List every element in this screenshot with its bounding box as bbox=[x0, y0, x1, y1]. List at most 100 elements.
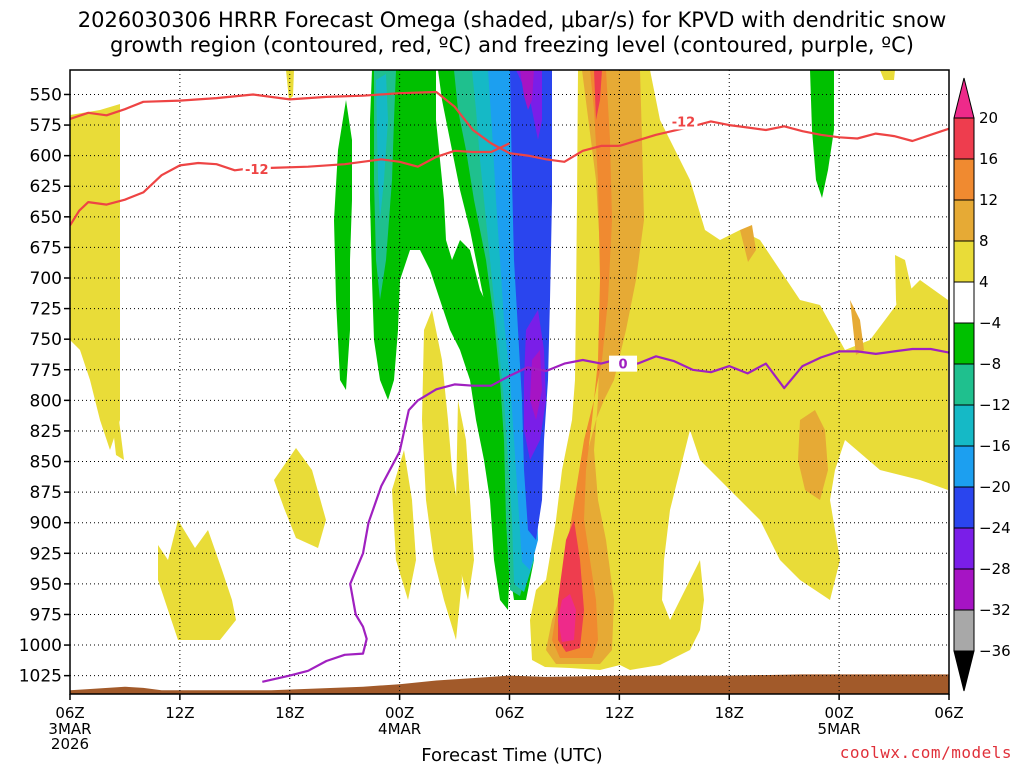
y-tick-label-750: 750 bbox=[30, 330, 62, 350]
colorbar-label-20: 20 bbox=[979, 109, 998, 127]
colorbar-bin--24--20 bbox=[953, 486, 975, 529]
y-tick-label-700: 700 bbox=[30, 269, 62, 289]
colorbar-bin-16-20 bbox=[953, 117, 975, 160]
contour-dgz-upper bbox=[70, 90, 949, 163]
colorbar: 20 16 12 8 4 −4 −8 −12 −16 −20 −24 −28 −32 −36 bbox=[953, 77, 1011, 692]
contour-label-freezing-level: 0 bbox=[619, 358, 628, 373]
omega-shade-yellow-mid1 bbox=[274, 448, 326, 548]
x-axis-title: Forecast Time (UTC) bbox=[421, 745, 603, 766]
omega-shade-yellow-mid2 bbox=[392, 450, 416, 600]
colorbar-label-8: 8 bbox=[979, 232, 989, 250]
omega-shade-yellow-top-small bbox=[286, 70, 294, 100]
contour-label-dgz-upper: -12 bbox=[672, 115, 696, 130]
y-tick-label-1025: 1025 bbox=[19, 667, 62, 687]
x-tick-sublabel-42-0: 5MAR bbox=[818, 720, 861, 738]
terrain-fill bbox=[70, 674, 949, 694]
y-tick-label-650: 650 bbox=[30, 208, 62, 228]
colorbar-label--32: −32 bbox=[979, 601, 1011, 619]
y-tick-label-550: 550 bbox=[30, 85, 62, 105]
y-tick-label-675: 675 bbox=[30, 238, 62, 258]
x-tick-label-36: 18Z bbox=[715, 704, 744, 722]
colorbar-bin--12--8 bbox=[953, 363, 975, 406]
omega-shade-yellow-left2 bbox=[88, 150, 124, 460]
brand-link[interactable]: coolwx.com/models bbox=[839, 743, 1012, 762]
x-tick-label-12: 18Z bbox=[275, 704, 304, 722]
contour-label-bg-2 bbox=[609, 355, 638, 372]
y-tick-label-600: 600 bbox=[30, 147, 62, 167]
colorbar-label-16: 16 bbox=[979, 150, 998, 168]
chart-title-line1: 2026030306 HRRR Forecast Omega (shaded, … bbox=[77, 8, 947, 32]
colorbar-label--20: −20 bbox=[979, 478, 1011, 496]
x-tick-label-6: 12Z bbox=[165, 704, 194, 722]
y-tick-label-575: 575 bbox=[30, 116, 62, 136]
omega-shade-cyan bbox=[376, 70, 534, 592]
x-tick-label-48: 06Z bbox=[934, 704, 963, 722]
omega-shade-purple bbox=[520, 70, 542, 420]
contour-label-bg-0 bbox=[669, 113, 698, 130]
contours: -12 -12 0 bbox=[70, 90, 949, 683]
y-tick-label-1000: 1000 bbox=[19, 636, 62, 656]
colorbar-bottom-arrow bbox=[953, 650, 975, 692]
colorbar-bin--36--32 bbox=[953, 609, 975, 652]
omega-shade-orange-right2 bbox=[850, 300, 864, 355]
x-tick-sublabel-0-0: 3MAR bbox=[48, 720, 91, 738]
chart-title: 2026030306 HRRR Forecast Omega (shaded, … bbox=[0, 8, 1024, 58]
omega-shade-red bbox=[558, 70, 602, 652]
colorbar-bin--16--12 bbox=[953, 404, 975, 447]
y-tick-label-925: 925 bbox=[30, 544, 62, 564]
y-tick-label-900: 900 bbox=[30, 514, 62, 534]
colorbar-bin--32--28 bbox=[953, 568, 975, 611]
y-tick-label-875: 875 bbox=[30, 483, 62, 503]
omega-shade-orange-right3 bbox=[740, 225, 756, 262]
x-tick-label-42: 00Z bbox=[824, 704, 853, 722]
x-tick-sublabel-18-0: 4MAR bbox=[378, 720, 421, 738]
x-tick-label-18: 00Z bbox=[385, 704, 414, 722]
y-tick-label-975: 975 bbox=[30, 605, 62, 625]
gridlines bbox=[70, 70, 949, 694]
colorbar-bin-8-12 bbox=[953, 199, 975, 242]
x-tick-label-30: 12Z bbox=[605, 704, 634, 722]
terrain bbox=[70, 674, 949, 694]
omega-shade-yellow-col4 bbox=[456, 400, 474, 600]
y-tick-label-725: 725 bbox=[30, 300, 62, 320]
y-tick-label-800: 800 bbox=[30, 391, 62, 411]
contour-label-bg-1 bbox=[242, 161, 271, 178]
y-tick-label-775: 775 bbox=[30, 361, 62, 381]
omega-shade-yellow-right-top bbox=[880, 70, 895, 80]
contour-label-dgz-lower: -12 bbox=[245, 163, 269, 178]
colorbar-label--24: −24 bbox=[979, 519, 1011, 537]
y-tick-label-625: 625 bbox=[30, 177, 62, 197]
omega-shade-yellow-right-col bbox=[895, 255, 914, 360]
colorbar-bin--20--16 bbox=[953, 445, 975, 488]
colorbar-label--16: −16 bbox=[979, 437, 1011, 455]
colorbar-bin-12-16 bbox=[953, 158, 975, 201]
omega-shade-magenta bbox=[558, 594, 576, 642]
colorbar-label-12: 12 bbox=[979, 191, 998, 209]
y-tick-label-950: 950 bbox=[30, 575, 62, 595]
colorbar-label--36: −36 bbox=[979, 642, 1011, 660]
omega-shade-yellow-lowleft bbox=[158, 520, 236, 640]
y-tick-label-825: 825 bbox=[30, 422, 62, 442]
contour-freezing-level bbox=[262, 347, 949, 683]
colorbar-top-arrow bbox=[953, 77, 975, 119]
omega-shade-green-mid bbox=[370, 70, 510, 610]
colorbar-label-4: 4 bbox=[979, 273, 989, 291]
colorbar-bin--28--24 bbox=[953, 527, 975, 570]
colorbar-bin--4-4 bbox=[953, 281, 975, 324]
x-tick-label-0: 06Z bbox=[55, 704, 84, 722]
colorbar-label--4: −4 bbox=[979, 314, 1001, 332]
x-tick-sublabel-0-1: 2026 bbox=[51, 735, 89, 753]
colorbar-label--8: −8 bbox=[979, 355, 1001, 373]
colorbar-bin-4-8 bbox=[953, 240, 975, 283]
omega-shade-green-left bbox=[334, 100, 352, 390]
colorbar-bin--8--4 bbox=[953, 322, 975, 365]
x-tick-label-24: 06Z bbox=[495, 704, 524, 722]
colorbar-label--28: −28 bbox=[979, 560, 1011, 578]
y-tick-label-850: 850 bbox=[30, 453, 62, 473]
chart-title-line2: growth region (contoured, red, ºC) and f… bbox=[110, 33, 914, 57]
omega-shade-orange-right bbox=[798, 410, 828, 500]
colorbar-label--12: −12 bbox=[979, 396, 1011, 414]
y-axis: 550 575 600 625 650 675 700 725 750 775 800 825 850 8… bbox=[19, 85, 70, 687]
